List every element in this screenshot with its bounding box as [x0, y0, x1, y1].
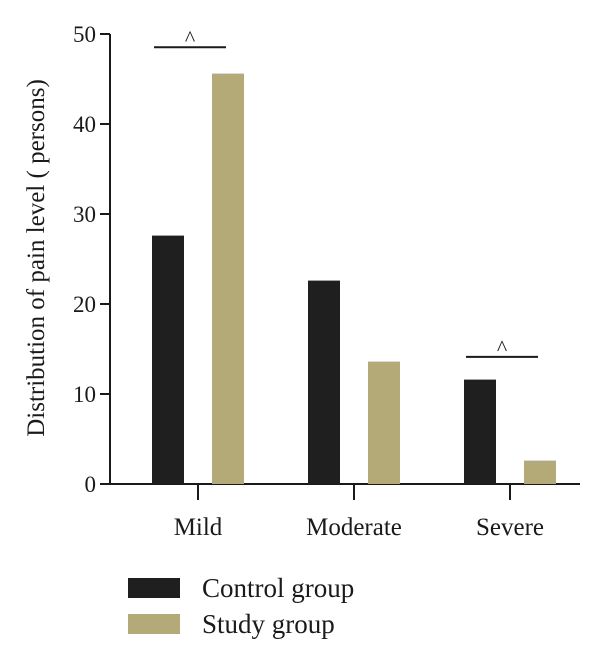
category-label-moderate: Moderate: [306, 514, 402, 541]
significance-mark-mild: ^: [185, 25, 196, 50]
legend-swatch-study-group: [128, 614, 180, 634]
legend: Control group Study group: [128, 573, 354, 639]
y-tick-label-30: 30: [73, 202, 96, 227]
bar-study-group-moderate: [368, 361, 400, 484]
y-tick-label-20: 20: [73, 292, 96, 317]
plot-area: 0 10 20 30 40 50 Mild Moderate Severe ^ ^: [73, 22, 580, 541]
category-label-mild: Mild: [174, 514, 223, 541]
category-label-severe: Severe: [476, 514, 544, 541]
y-tick-label-50: 50: [73, 22, 96, 47]
legend-swatch-control-group: [128, 578, 180, 598]
y-tick-label-40: 40: [73, 112, 96, 137]
bar-control-group-moderate: [308, 280, 340, 484]
y-tick-label-0: 0: [85, 472, 97, 497]
bar-control-group-severe: [464, 379, 496, 484]
bar-study-group-severe: [524, 460, 556, 484]
bar-study-group-mild: [212, 73, 244, 484]
significance-mark-severe: ^: [497, 335, 508, 360]
legend-label-study-group: Study group: [202, 609, 335, 639]
bar-control-group-mild: [152, 235, 184, 484]
legend-label-control-group: Control group: [202, 573, 354, 603]
y-tick-label-10: 10: [73, 382, 96, 407]
y-axis-label: Distribution of pain level ( persons): [23, 79, 50, 437]
